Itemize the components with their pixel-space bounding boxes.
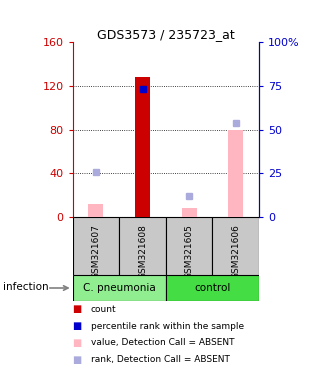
Text: GSM321606: GSM321606 xyxy=(231,224,240,279)
Text: ■: ■ xyxy=(73,338,82,348)
Bar xyxy=(166,275,259,301)
Text: percentile rank within the sample: percentile rank within the sample xyxy=(91,321,244,331)
Text: GSM321607: GSM321607 xyxy=(91,224,100,279)
Bar xyxy=(73,275,166,301)
Text: rank, Detection Call = ABSENT: rank, Detection Call = ABSENT xyxy=(91,355,230,364)
Bar xyxy=(119,217,166,275)
Text: infection: infection xyxy=(3,282,49,292)
Bar xyxy=(228,130,243,217)
Text: ■: ■ xyxy=(73,304,82,314)
Text: ■: ■ xyxy=(73,355,82,365)
Text: control: control xyxy=(194,283,231,293)
Bar xyxy=(73,217,119,275)
Bar xyxy=(213,217,259,275)
Bar xyxy=(182,208,197,217)
Bar xyxy=(166,217,213,275)
Text: C. pneumonia: C. pneumonia xyxy=(83,283,155,293)
Text: GSM321608: GSM321608 xyxy=(138,224,147,279)
Text: GSM321605: GSM321605 xyxy=(184,224,194,279)
Bar xyxy=(88,204,103,217)
Text: ■: ■ xyxy=(73,321,82,331)
Text: count: count xyxy=(91,305,116,314)
Bar xyxy=(135,77,150,217)
Text: value, Detection Call = ABSENT: value, Detection Call = ABSENT xyxy=(91,338,234,348)
Title: GDS3573 / 235723_at: GDS3573 / 235723_at xyxy=(97,28,235,41)
